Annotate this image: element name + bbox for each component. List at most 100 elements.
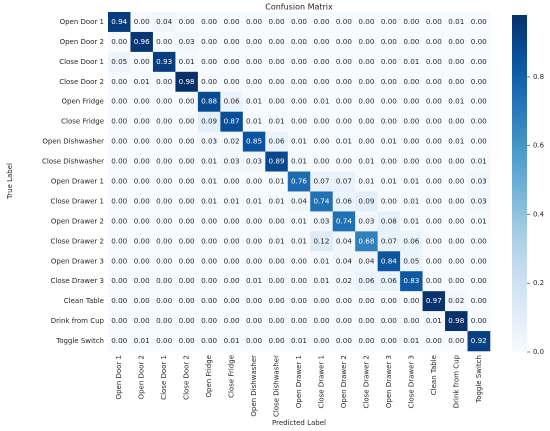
cell: [287, 71, 311, 93]
cell: [242, 331, 266, 352]
cell: [445, 91, 468, 113]
cell-label: 0.00: [269, 57, 285, 66]
x-tick-label: Drink from Cup: [452, 354, 460, 408]
cell: [108, 151, 131, 172]
cell-label: 0.87: [224, 117, 240, 126]
cell: [130, 111, 154, 132]
cell: [332, 271, 356, 292]
cell: [287, 311, 311, 332]
cell: [242, 311, 266, 332]
cell: [265, 31, 289, 53]
cell: [400, 131, 423, 152]
cell: [310, 91, 334, 113]
cell: [242, 51, 266, 73]
cell: [242, 71, 266, 93]
cell-label: 0.00: [201, 276, 217, 285]
cell: [175, 251, 199, 272]
cell-label: 0.00: [156, 276, 172, 285]
cell-label: 0.01: [471, 216, 487, 225]
cell-label: 0.00: [179, 256, 195, 265]
cell: [467, 251, 491, 272]
cell-label: 0.00: [448, 37, 464, 46]
cell: [220, 111, 244, 132]
cell: [400, 291, 423, 312]
cell-label: 0.00: [134, 216, 150, 225]
cell: [108, 91, 131, 113]
cell: [422, 231, 446, 252]
cell-label: 0.00: [313, 117, 329, 126]
cell-label: 0.00: [111, 276, 127, 285]
cell: [467, 151, 491, 172]
cell-label: 0.00: [269, 316, 285, 325]
cell-label: 0.01: [201, 157, 217, 166]
cell-label: 0.00: [403, 316, 419, 325]
cell-label: 0.00: [201, 336, 217, 345]
cell: [265, 231, 289, 252]
cell-label: 0.89: [269, 157, 285, 166]
cell: [422, 51, 446, 73]
cell-label: 0.06: [358, 276, 374, 285]
cell: [220, 271, 244, 292]
cell-label: 0.00: [156, 97, 172, 106]
cell-label: 0.00: [313, 57, 329, 66]
cell: [332, 191, 356, 212]
cell-label: 0.92: [471, 336, 487, 345]
cell-label: 0.00: [291, 57, 307, 66]
cell: [130, 31, 154, 53]
cell-label: 0.00: [134, 17, 150, 26]
cell-label: 0.00: [426, 336, 442, 345]
x-tick-label: Close Drawer 1: [317, 355, 325, 408]
cell: [467, 291, 491, 312]
cell: [377, 111, 401, 132]
cell: [355, 211, 378, 232]
cell-label: 0.00: [448, 117, 464, 126]
cell-label: 0.00: [471, 77, 487, 86]
cell-label: 0.00: [403, 296, 419, 305]
cell-label: 0.00: [426, 236, 442, 245]
cell-label: 0.98: [179, 77, 195, 86]
cell: [108, 271, 131, 292]
cell: [422, 331, 446, 352]
cell: [242, 191, 266, 212]
cell: [467, 91, 491, 113]
cell-label: 0.00: [471, 316, 487, 325]
cell-label: 0.00: [246, 296, 262, 305]
cell: [422, 91, 446, 113]
cell: [355, 231, 378, 252]
cell-label: 0.00: [403, 157, 419, 166]
cell-label: 0.84: [381, 256, 397, 265]
cell-label: 0.00: [201, 296, 217, 305]
cell-label: 0.00: [471, 17, 487, 26]
cell-label: 0.01: [381, 137, 397, 146]
cell-label: 0.00: [426, 37, 442, 46]
cell: [152, 12, 176, 33]
x-tick-label: Open Drawer 2: [340, 355, 348, 408]
cell: [108, 71, 131, 93]
cell-label: 0.00: [471, 137, 487, 146]
cell: [108, 231, 131, 252]
cell: [287, 31, 311, 53]
cell: [422, 211, 446, 232]
cell-label: 0.00: [156, 216, 172, 225]
cell: [265, 111, 289, 132]
y-tick-label: Clean Table: [64, 297, 104, 305]
y-tick-label: Open Dishwasher: [42, 138, 104, 146]
cell: [332, 31, 356, 53]
cell: [287, 231, 311, 252]
cell-label: 0.00: [201, 37, 217, 46]
cell-label: 0.00: [426, 216, 442, 225]
cell-label: 0.01: [448, 137, 464, 146]
cell: [310, 12, 334, 33]
cell-label: 0.07: [381, 236, 397, 245]
cell-label: 0.00: [134, 117, 150, 126]
cell: [310, 31, 334, 53]
cell-label: 0.00: [426, 256, 442, 265]
cell: [265, 51, 289, 73]
cell-label: 0.00: [471, 37, 487, 46]
cell-label: 0.00: [358, 137, 374, 146]
cell: [355, 171, 378, 192]
cell-label: 0.68: [358, 236, 374, 245]
cell-label: 0.00: [156, 37, 172, 46]
cell: [152, 251, 176, 272]
cell: [377, 71, 401, 93]
